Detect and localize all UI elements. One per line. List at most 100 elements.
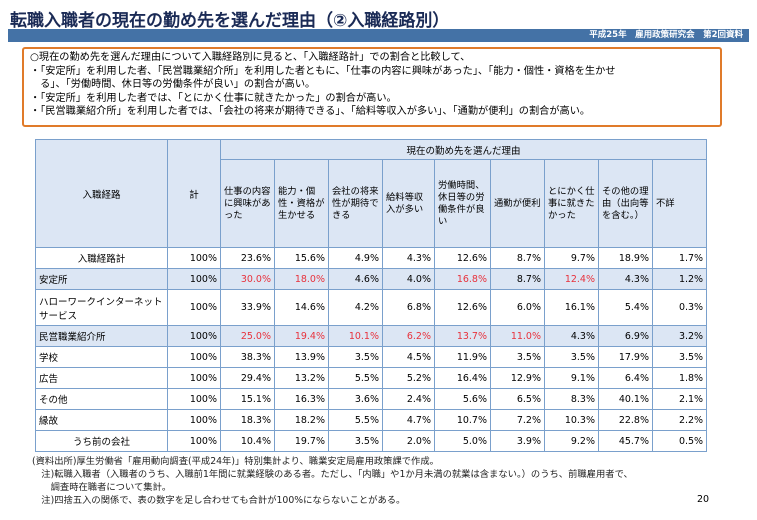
table-cell: 4.2% (328, 289, 383, 326)
note-line: 調査時在職者について集計。 (32, 482, 172, 493)
row-label: 縁故 (35, 409, 168, 431)
summary-line: ・「民営職業紹介所」を利用した者では、「会社の将来が期待できる」、「給料等収入が… (30, 106, 591, 117)
table-cell: 4.3% (544, 325, 599, 347)
table-cell: 3.9% (490, 430, 545, 452)
table-cell: 18.0% (274, 268, 329, 290)
summary-line: ・「安定所」を利用した者では、「とにかく仕事に就きたかった」の割合が高い。 (30, 92, 397, 104)
row-total: 100% (167, 325, 221, 347)
table-cell: 6.9% (598, 325, 653, 347)
table-cell: 29.4% (220, 367, 275, 389)
table-cell: 0.3% (651, 289, 708, 326)
table-cell: 30.0% (220, 268, 275, 290)
table-cell: 15.6% (274, 247, 329, 269)
reason-table: 入職経路 計 現在の勤め先を選んだ理由 仕事の内容に興味があった 能力・個性・資格… (35, 139, 708, 452)
table-cell: 3.5% (651, 346, 708, 368)
table-cell: 2.2% (651, 409, 708, 431)
reason-header: 会社の将来性が期待できる (328, 159, 383, 248)
col-route-header: 入職経路 (35, 139, 168, 248)
table-cell: 1.7% (651, 247, 708, 269)
table-cell: 10.1% (328, 325, 383, 347)
table-cell: 9.1% (544, 367, 599, 389)
note-line: 注)四捨五入の関係で、表の数字を足し合わせても合計が100%にならないことがある… (32, 495, 406, 506)
table-cell: 11.0% (490, 325, 545, 347)
table-cell: 4.7% (382, 409, 435, 431)
row-total: 100% (167, 289, 221, 326)
table-cell: 9.2% (544, 430, 599, 452)
row-total: 100% (167, 388, 221, 410)
table-cell: 22.8% (598, 409, 653, 431)
reason-header: 仕事の内容に興味があった (220, 159, 275, 248)
summary-line: る」、「労働時間、休日等の労働条件が良い」の割合が高い。 (30, 79, 316, 90)
table-cell: 9.7% (544, 247, 599, 269)
table-row: 縁故 100% 18.3% 18.2% 5.5% 4.7% 10.7% 7.2% 10.3% 22… (35, 409, 708, 431)
table-row: ハローワークインターネットサービス 100% 33.9% 14.6% 4.2% 6.8% 1… (35, 289, 708, 326)
table-row: うち前の会社 100% 10.4% 19.7% 3.5% 2.0% 5.0% 3.9% 9.2%… (35, 430, 708, 452)
row-total: 100% (167, 409, 221, 431)
table-cell: 19.4% (274, 325, 329, 347)
table-cell: 4.3% (598, 268, 653, 290)
table-cell: 3.5% (328, 346, 383, 368)
table-row: 民営職業紹介所 100% 25.0% 19.4% 10.1% 6.2% 13.7% 11.0%… (35, 325, 708, 347)
note-line: (資料出所)厚生労働省「雇用動向調査(平成24年)」特別集計より、職業安定局雇用… (32, 456, 439, 467)
table-cell: 5.2% (382, 367, 435, 389)
row-total: 100% (167, 367, 221, 389)
table-cell: 18.2% (274, 409, 329, 431)
table-cell: 3.6% (328, 388, 383, 410)
reason-header: 通勤が便利 (490, 159, 545, 248)
row-label: 民営職業紹介所 (35, 325, 168, 347)
table-cell: 2.1% (651, 388, 708, 410)
table-row: 安定所 100% 30.0% 18.0% 4.6% 4.0% 16.8% 8.7% 12.4% 4… (35, 268, 708, 290)
table-cell: 10.4% (220, 430, 275, 452)
reason-header: その他の理由（出向等を含む。） (598, 159, 653, 248)
row-total: 100% (167, 346, 221, 368)
table-cell: 3.2% (651, 325, 708, 347)
table-cell: 33.9% (220, 289, 275, 326)
note-line: 注)転職入職者（入職者のうち、入職前1年間に就業経験のある者。ただし、「内職」や… (32, 469, 633, 480)
table-cell: 16.3% (274, 388, 329, 410)
table-cell: 12.6% (434, 247, 491, 269)
reason-header: 不詳 (651, 159, 708, 248)
table-cell: 10.7% (434, 409, 491, 431)
table-cell: 4.6% (328, 268, 383, 290)
group-header: 現在の勤め先を選んだ理由 (219, 139, 708, 160)
row-label: 広告 (35, 367, 168, 389)
table-cell: 17.9% (598, 346, 653, 368)
row-label: 安定所 (35, 268, 168, 290)
table-cell: 3.5% (328, 430, 383, 452)
table-cell: 2.0% (382, 430, 435, 452)
table-cell: 8.7% (490, 247, 545, 269)
table-row: 学校 100% 38.3% 13.9% 3.5% 4.5% 11.9% 3.5% 3.5% 17.… (35, 346, 708, 368)
table-cell: 6.2% (382, 325, 435, 347)
table-cell: 8.7% (490, 268, 545, 290)
table-cell: 6.5% (490, 388, 545, 410)
table-row: その他 100% 15.1% 16.3% 3.6% 2.4% 5.6% 6.5% 8.3% 40.… (35, 388, 708, 410)
table-cell: 5.4% (598, 289, 653, 326)
reason-header: とにかく仕事に就きたかった (544, 159, 599, 248)
table-cell: 40.1% (598, 388, 653, 410)
table-cell: 25.0% (220, 325, 275, 347)
table-cell: 38.3% (220, 346, 275, 368)
row-total: 100% (167, 247, 221, 269)
table-cell: 23.6% (220, 247, 275, 269)
table-cell: 18.9% (598, 247, 653, 269)
table-cell: 13.9% (274, 346, 329, 368)
table-cell: 10.3% (544, 409, 599, 431)
row-total: 100% (167, 430, 221, 452)
table-cell: 8.3% (544, 388, 599, 410)
page-title: 転職入職者の現在の勤め先を選んだ理由（②入職経路別） (10, 11, 450, 31)
table-cell: 13.7% (434, 325, 491, 347)
table-cell: 16.4% (434, 367, 491, 389)
header-bar: 平成25年 雇用政策研究会 第2回資料 (8, 29, 749, 42)
table-cell: 6.0% (490, 289, 545, 326)
table-cell: 3.5% (490, 346, 545, 368)
summary-line: ・「安定所」を利用した者、「民営職業紹介所」を利用した者ともに、「仕事の内容に興… (30, 65, 616, 77)
reason-header: 給料等収入が多い (382, 159, 435, 248)
table-cell: 2.4% (382, 388, 435, 410)
table-cell: 1.8% (651, 367, 708, 389)
table-cell: 18.3% (220, 409, 275, 431)
table-cell: 4.0% (382, 268, 435, 290)
table-cell: 11.9% (434, 346, 491, 368)
notes: (資料出所)厚生労働省「雇用動向調査(平成24年)」特別集計より、職業安定局雇用… (32, 455, 633, 507)
row-label: 入職経路計 (35, 247, 168, 269)
table-cell: 12.9% (490, 367, 545, 389)
